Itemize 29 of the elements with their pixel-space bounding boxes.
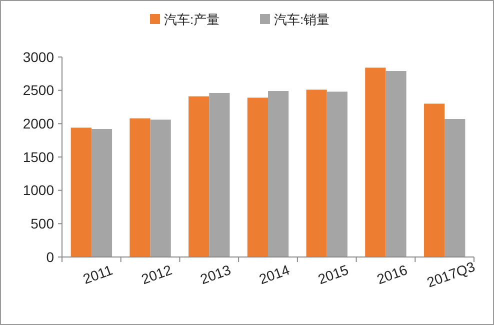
bar bbox=[444, 119, 466, 257]
legend-label: 汽车:销量 bbox=[274, 12, 330, 27]
legend-label: 汽车:产量 bbox=[164, 12, 220, 27]
x-tick-label: 2013 bbox=[198, 261, 233, 288]
bar bbox=[306, 90, 327, 257]
x-tick-label: 2012 bbox=[139, 261, 174, 288]
y-tick-label: 0 bbox=[46, 248, 54, 265]
bar bbox=[326, 92, 348, 257]
bar bbox=[70, 128, 92, 257]
bar bbox=[365, 68, 386, 257]
y-tick-label: 3000 bbox=[22, 48, 54, 65]
bar bbox=[150, 120, 171, 257]
y-tick-label: 500 bbox=[30, 216, 54, 232]
x-tick-label: 2016 bbox=[374, 261, 410, 288]
bar bbox=[91, 129, 112, 257]
bar bbox=[268, 91, 289, 257]
bar bbox=[209, 93, 230, 257]
x-tick-label: 2015 bbox=[316, 261, 351, 288]
bar bbox=[130, 118, 150, 257]
x-tick-label: 2011 bbox=[80, 262, 115, 287]
x-tick-label: 2014 bbox=[256, 261, 292, 288]
y-tick-label: 2000 bbox=[22, 116, 54, 132]
y-tick-label: 1000 bbox=[22, 182, 54, 198]
y-tick-label: 1500 bbox=[22, 148, 54, 165]
y-tick-label: 2500 bbox=[22, 82, 54, 98]
bar bbox=[247, 98, 268, 257]
bar bbox=[188, 96, 210, 257]
bar bbox=[424, 104, 445, 257]
bar bbox=[386, 71, 406, 257]
